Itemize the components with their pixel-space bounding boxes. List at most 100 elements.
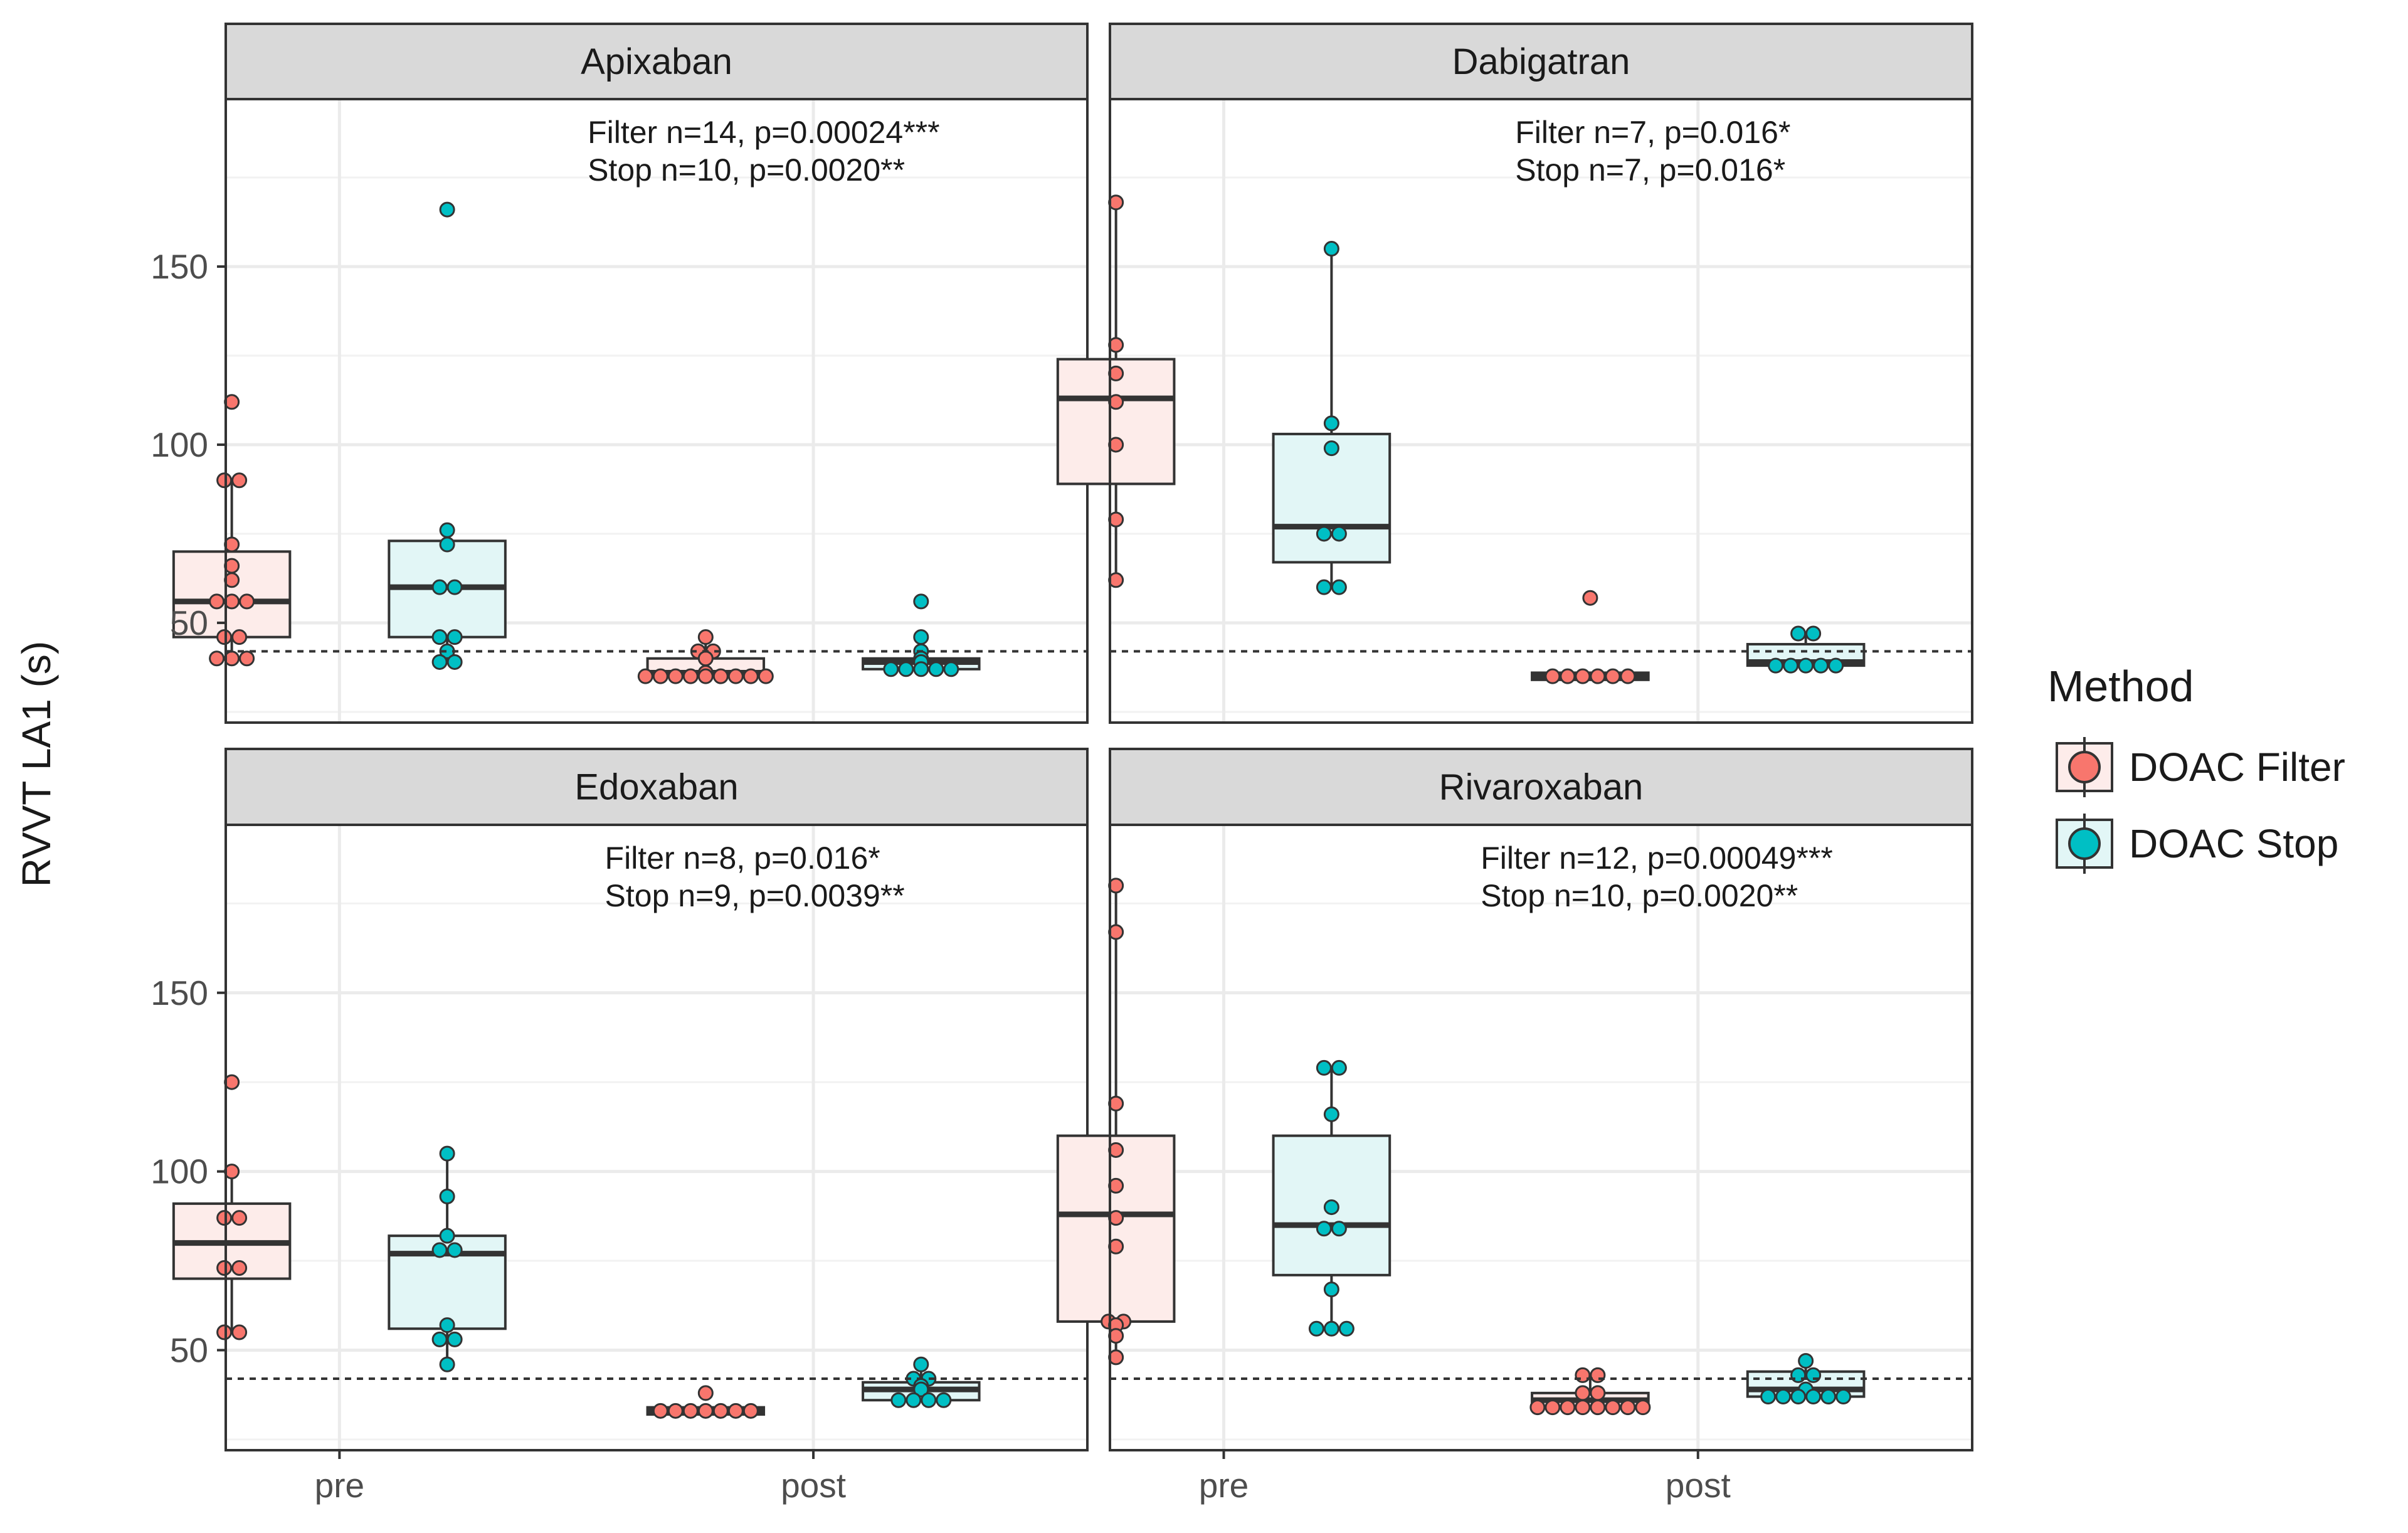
data-point (209, 593, 225, 610)
legend-title: Method (2047, 662, 2194, 711)
data-point (697, 1385, 714, 1401)
data-point (1820, 1389, 1837, 1405)
legend-label: DOAC Stop (2129, 821, 2338, 866)
data-point (1316, 579, 1332, 595)
data-point (1805, 1367, 1822, 1383)
legend-key-dot (2068, 827, 2101, 860)
y-tick-label: 100 (150, 425, 208, 464)
data-point (913, 593, 929, 610)
data-point (231, 1260, 248, 1276)
data-point (1323, 1106, 1339, 1122)
data-point (439, 1189, 455, 1205)
data-point (439, 1356, 455, 1372)
data-point (1323, 1320, 1339, 1337)
data-point (1560, 1399, 1576, 1416)
data-point (652, 1403, 668, 1419)
box-post-stop (1746, 1353, 1866, 1405)
data-point (1805, 625, 1822, 642)
data-point (1768, 657, 1784, 674)
data-point (446, 579, 463, 595)
data-point (667, 668, 684, 684)
data-point (439, 536, 455, 553)
box-pre-stop (388, 201, 507, 670)
data-point (446, 1331, 463, 1347)
box-pre-filter (1056, 194, 1176, 588)
data-point (1331, 1221, 1347, 1237)
box-post-filter (1529, 1367, 1651, 1416)
data-point (239, 593, 255, 610)
panel-background (1110, 825, 1972, 1450)
box-pre-filter (172, 1074, 292, 1340)
panel-edoxaban: Edoxaban Filter n=8, p=0.016*Stop n=9, p=… (150, 748, 1089, 1505)
strip-label: Rivaroxaban (1439, 767, 1644, 808)
legend-entry-filter: DOAC Filter (2056, 737, 2345, 797)
data-point (890, 1392, 907, 1408)
data-point (1813, 657, 1829, 674)
data-point (883, 661, 899, 677)
data-point (1798, 657, 1814, 674)
strip-label: Apixaban (581, 41, 732, 82)
panel-rivaroxaban: Rivaroxaban Filter n=12, p=0.00049***Stop… (1056, 748, 1973, 1505)
box-post-filter (637, 629, 774, 684)
data-point (1331, 526, 1347, 542)
box-pre-stop (1272, 241, 1391, 595)
data-point (936, 1392, 952, 1408)
data-point (1620, 1399, 1636, 1416)
data-point (1790, 1389, 1807, 1405)
box-post-stop (862, 1356, 981, 1408)
panel-annotation: Stop n=9, p=0.0039** (605, 878, 905, 913)
panel-annotation: Filter n=8, p=0.016* (605, 841, 880, 876)
x-tick-label: post (781, 1466, 846, 1505)
strip-background (1109, 748, 1973, 826)
data-point (216, 1260, 233, 1276)
data-point (1316, 1059, 1332, 1076)
data-point (1620, 668, 1636, 684)
data-point (1605, 668, 1621, 684)
data-point (431, 1242, 448, 1258)
box-post-filter (646, 1385, 766, 1419)
data-point (231, 1210, 248, 1226)
panel-background (226, 99, 1087, 723)
data-point (1790, 625, 1807, 642)
data-point (239, 650, 255, 667)
data-point (431, 629, 448, 645)
strip-label: Edoxaban (574, 767, 738, 808)
data-point (431, 1331, 448, 1347)
data-point (742, 1403, 759, 1419)
data-point (431, 654, 448, 670)
data-point (446, 654, 463, 670)
box-pre-filter (1056, 878, 1176, 1366)
strip-background (1109, 23, 1973, 100)
x-tick-label: pre (315, 1466, 365, 1505)
y-tick-label: 100 (150, 1152, 208, 1191)
data-point (1582, 590, 1598, 606)
data-point (1590, 1385, 1606, 1401)
data-point (1590, 668, 1606, 684)
data-point (637, 668, 653, 684)
data-point (682, 1403, 699, 1419)
data-point (446, 1242, 463, 1258)
data-point (697, 1403, 714, 1419)
data-point (906, 1392, 922, 1408)
data-point (913, 1381, 929, 1398)
data-point (231, 472, 248, 489)
data-point (727, 668, 744, 684)
data-point (697, 668, 714, 684)
panel-annotation: Stop n=10, p=0.0020** (588, 152, 905, 188)
data-point (216, 1210, 233, 1226)
data-point (1545, 668, 1561, 684)
data-point (1323, 440, 1339, 457)
box-post-filter (1531, 590, 1650, 684)
data-point (1790, 1367, 1807, 1383)
y-tick-label: 150 (150, 247, 208, 286)
legend-label: DOAC Filter (2129, 745, 2345, 790)
panel-annotation: Filter n=7, p=0.016* (1515, 115, 1790, 150)
x-tick-label: pre (1199, 1466, 1249, 1505)
data-point (1590, 1399, 1606, 1416)
data-point (742, 668, 759, 684)
data-point (913, 1356, 929, 1372)
y-axis-title: RVVT LA1 (s) (14, 641, 59, 887)
box-pre-stop (1272, 1059, 1391, 1337)
